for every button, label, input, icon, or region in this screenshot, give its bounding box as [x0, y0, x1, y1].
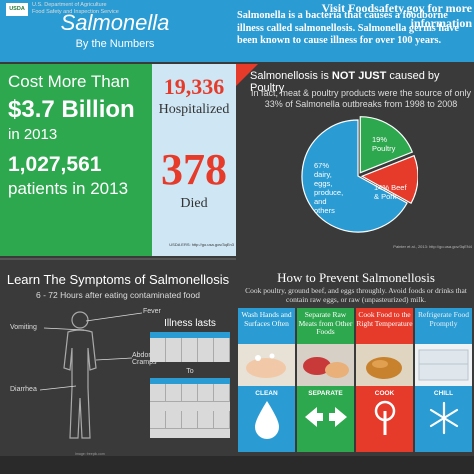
pie-title-post: caused by Poultry	[250, 70, 440, 94]
calendar-end-icon	[150, 378, 230, 438]
cramps-pointer	[96, 357, 132, 361]
dept-line-2: Food Safety and Inspection Service	[32, 9, 119, 15]
prevention-panel: How to Prevent Salmonellosis Cook poultr…	[238, 258, 474, 456]
patients-label: patients in 2013	[8, 179, 129, 198]
cost-year: in 2013	[8, 126, 58, 143]
tip-chill-text: Refrigerate Food Promptly	[415, 308, 472, 344]
fever-pointer	[86, 312, 142, 322]
body-figure-icon	[63, 311, 97, 439]
died-count: 378	[161, 145, 227, 194]
prevention-title: How to Prevent Salmonellosis	[277, 270, 435, 285]
foodsafety-link[interactable]: Visit Foodsafety.gov for more informatio…	[321, 1, 472, 30]
pie-label-1: 19% Poultry	[372, 135, 396, 153]
tip-separate-text: Separate Raw Meats from Other Foods	[297, 308, 354, 344]
department-name: U.S. Department of Agriculture Food Safe…	[32, 2, 119, 16]
impact-source: USDA ERS: http://go.usa.gov/3qEn3	[169, 242, 234, 247]
symptoms-subtitle: 6 - 72 Hours after eating contaminated f…	[36, 290, 200, 300]
symptoms-panel: Learn The Symptoms of Salmonellosis 6 - …	[0, 258, 236, 456]
cook-label: COOK	[374, 390, 395, 397]
symptom-fever: Fever	[143, 308, 161, 315]
refrigerator-photo	[415, 344, 472, 386]
tip-cook-text: Cook Food to the Right Temperature	[356, 308, 413, 344]
thermometer-icon	[374, 400, 395, 435]
pie-slice-2	[360, 154, 418, 205]
prevention-description: Cook poultry, ground beef, and eggs thro…	[245, 286, 467, 304]
calendar-start-icon	[150, 332, 230, 362]
symptom-diarrhea: Diarrhea	[10, 386, 37, 393]
illness-duration-title: Illness lasts	[164, 318, 216, 329]
diarrhea-pointer	[40, 385, 76, 391]
patients-count: 1,027,561	[8, 153, 102, 176]
raw-meat-photo	[297, 344, 354, 386]
snowflake-icon	[429, 401, 458, 435]
cost-label: Cost More Than	[8, 72, 130, 91]
pie-label-0: 67% dairy, eggs, produce, and others	[314, 161, 343, 215]
image-credit: Image: freepik.com	[75, 452, 105, 456]
pie-slice-1	[359, 116, 414, 174]
water-drop-icon	[254, 401, 279, 439]
separate-label: SEPARATE	[308, 390, 343, 397]
pie-source: Painter et al., 2013: http://go.usa.gov/…	[393, 244, 472, 249]
pie-label-2: 14% Beef & Pork	[374, 183, 407, 201]
cost-amount: $3.7 Billion	[8, 96, 135, 123]
handwashing-photo	[238, 344, 295, 386]
chill-label: CHILL	[433, 390, 454, 397]
corner-accent	[236, 64, 258, 86]
chill-card: CHILL	[415, 386, 472, 452]
pie-panel: Salmonellosis is NOT JUST caused by Poul…	[240, 64, 474, 256]
tip-clean-text: Wash Hands and Surfaces Often	[238, 308, 295, 344]
separate-card: SEPARATE	[297, 386, 354, 452]
pie-description: In fact, meat & poultry products were th…	[250, 88, 472, 109]
clean-label: CLEAN	[255, 390, 278, 397]
cooked-chicken-photo	[356, 344, 413, 386]
intro-text: Salmonella is a bacteria that causes a f…	[237, 10, 459, 46]
page-title: Salmonella	[60, 10, 170, 35]
died-label: Died	[180, 196, 208, 211]
vomiting-pointer	[44, 327, 84, 331]
dept-line-1: U.S. Department of Agriculture	[32, 2, 107, 8]
hospitalized-count: 19,336	[163, 74, 225, 99]
pie-slice-0	[301, 119, 408, 233]
symptom-vomiting: Vomiting	[10, 324, 37, 331]
cook-card: COOK	[356, 386, 413, 452]
pie-title-bold: NOT JUST	[331, 70, 387, 82]
symptom-cramps: Abdominal Cramps	[132, 352, 166, 366]
pie-title: Salmonellosis is NOT JUST caused by Poul…	[250, 70, 472, 94]
clean-card: CLEAN	[238, 386, 295, 452]
symptoms-title: Learn The Symptoms of Salmonellosis	[6, 272, 230, 287]
pie-chart: 67% dairy, eggs, produce, and others 19% Poultr…	[301, 116, 418, 233]
hospitalized-label: Hospitalized	[158, 102, 230, 117]
cost-panel: Cost More Than $3.7 Billion in 2013 1,02…	[0, 64, 152, 256]
impact-panel: 19,336 Hospitalized 378 Died USDA ERS: h…	[152, 64, 236, 256]
separate-arrows-icon	[304, 407, 347, 427]
pie-title-pre: Salmonellosis is	[250, 70, 332, 82]
usda-logo: USDA	[6, 3, 28, 16]
header-banner	[0, 0, 474, 62]
to-label: To	[186, 368, 194, 375]
page-subtitle: By the Numbers	[75, 38, 155, 50]
footer	[0, 456, 474, 474]
